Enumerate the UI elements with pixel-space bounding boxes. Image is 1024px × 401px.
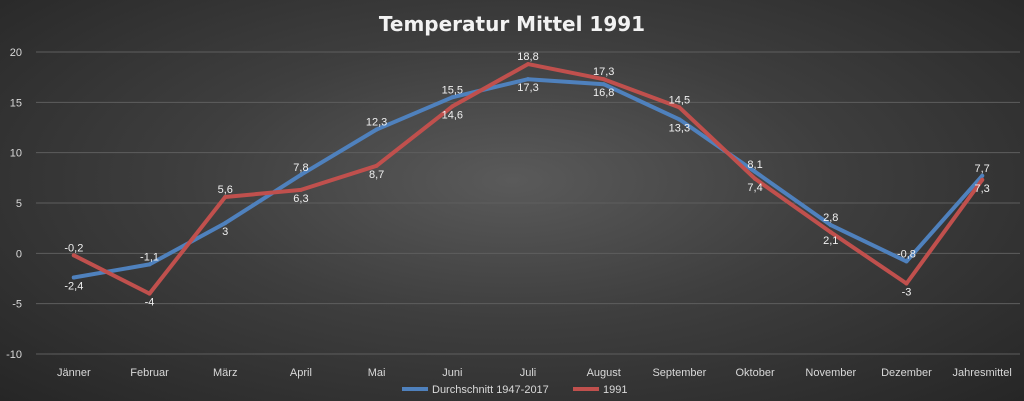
x-tick-label: Juli xyxy=(520,367,537,379)
data-point xyxy=(374,163,379,168)
data-label: 2,1 xyxy=(823,235,838,247)
data-label: 7,3 xyxy=(975,183,990,195)
chart-title: Temperatur Mittel 1991 xyxy=(379,12,645,36)
series-line-2 xyxy=(71,62,985,296)
data-label: 15,5 xyxy=(442,84,463,96)
data-point xyxy=(450,104,455,109)
gridlines xyxy=(36,51,1020,355)
data-label: 2,8 xyxy=(823,212,838,224)
x-tick-label: Jahresmittel xyxy=(953,367,1012,379)
data-label: 16,8 xyxy=(593,87,614,99)
y-tick-label: 0 xyxy=(16,248,22,260)
data-point xyxy=(223,221,228,226)
data-point xyxy=(828,223,833,228)
data-point xyxy=(298,187,303,192)
legend-label-1: Durchschnitt 1947-2017 xyxy=(432,384,549,396)
data-label: -4 xyxy=(145,297,155,309)
data-point xyxy=(71,275,76,280)
data-point xyxy=(904,281,909,286)
y-tick-label: 10 xyxy=(10,148,22,160)
data-label: 18,8 xyxy=(517,51,538,63)
y-tick-label: 20 xyxy=(10,47,22,59)
data-label: 7,7 xyxy=(975,163,990,175)
x-axis: Jänner Februar März April Mai Juni Juli August S… xyxy=(57,367,1012,379)
data-label: 12,3 xyxy=(366,117,387,129)
data-point xyxy=(374,127,379,132)
data-point xyxy=(450,95,455,100)
x-tick-label: März xyxy=(213,367,237,379)
data-point xyxy=(147,262,152,267)
y-tick-label: 5 xyxy=(16,198,22,210)
data-point xyxy=(298,172,303,177)
data-label: 6,3 xyxy=(293,193,308,205)
x-tick-label: Oktober xyxy=(736,367,775,379)
data-label: 8,1 xyxy=(747,159,762,171)
data-label: 17,3 xyxy=(517,82,538,94)
data-point xyxy=(223,194,228,199)
data-labels: -2,4 -0,2 -1,1 -4 3 5,6 7,8 6,3 12,3 8,7 15,5 14,6 1… xyxy=(64,51,989,309)
data-label: -3 xyxy=(902,287,912,299)
y-tick-label: -10 xyxy=(6,349,22,361)
data-label: 13,3 xyxy=(669,122,690,134)
legend: Durchschnitt 1947-2017 1991 xyxy=(402,384,627,396)
x-tick-label: April xyxy=(290,367,312,379)
series-line-1 xyxy=(71,77,985,280)
data-point xyxy=(677,117,682,122)
x-tick-label: November xyxy=(805,367,856,379)
data-label: 14,6 xyxy=(442,109,463,121)
data-label: -2,4 xyxy=(64,280,83,292)
x-tick-label: Februar xyxy=(130,367,169,379)
data-point xyxy=(677,105,682,110)
x-tick-label: Dezember xyxy=(881,367,932,379)
x-tick-label: Jänner xyxy=(57,367,91,379)
x-tick-label: August xyxy=(587,367,621,379)
data-point xyxy=(601,77,606,82)
x-tick-label: Mai xyxy=(368,367,386,379)
data-point xyxy=(904,259,909,264)
x-tick-label: Juni xyxy=(442,367,462,379)
data-label: -1,1 xyxy=(140,251,159,263)
x-tick-label: September xyxy=(652,367,706,379)
data-label: 5,6 xyxy=(218,184,233,196)
data-label: -0,8 xyxy=(897,248,916,260)
data-point xyxy=(71,253,76,258)
data-point xyxy=(980,177,985,182)
data-label: 7,8 xyxy=(293,162,308,174)
data-point xyxy=(147,291,152,296)
data-label: 7,4 xyxy=(747,182,762,194)
data-label: 3 xyxy=(222,226,228,238)
data-label: 8,7 xyxy=(369,169,384,181)
data-point xyxy=(526,77,530,82)
data-point xyxy=(828,230,833,235)
data-point xyxy=(526,62,530,67)
y-tick-label: -5 xyxy=(12,299,22,311)
series-lines xyxy=(71,62,985,296)
data-label: 14,5 xyxy=(669,94,690,106)
y-tick-label: 15 xyxy=(10,97,22,109)
data-label: 17,3 xyxy=(593,66,614,78)
data-label: -0,2 xyxy=(64,242,83,254)
y-axis: -10 -5 0 5 10 15 20 xyxy=(6,47,22,361)
data-point xyxy=(753,176,758,181)
legend-label-2: 1991 xyxy=(603,384,627,396)
data-point xyxy=(980,173,985,178)
data-point xyxy=(753,169,758,174)
data-point xyxy=(601,82,606,87)
